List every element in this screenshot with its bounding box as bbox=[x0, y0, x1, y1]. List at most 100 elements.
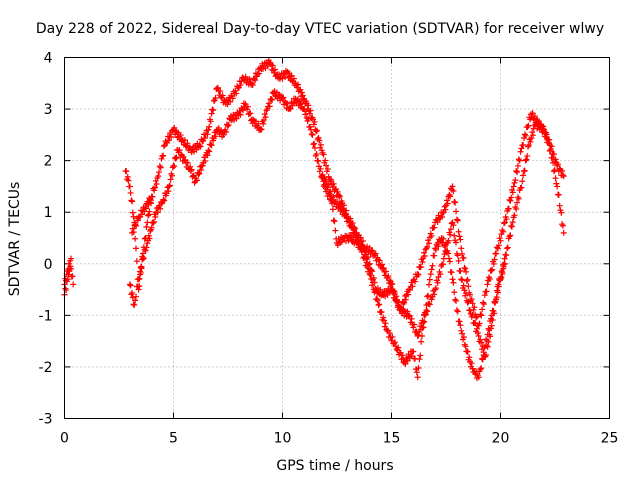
data-point bbox=[196, 170, 203, 177]
data-point bbox=[305, 102, 312, 109]
data-point bbox=[456, 318, 463, 325]
data-point bbox=[463, 268, 470, 275]
data-point bbox=[247, 110, 254, 117]
data-point bbox=[205, 126, 212, 133]
data-point bbox=[233, 115, 240, 122]
x-tick-label: 0 bbox=[60, 431, 69, 447]
data-point bbox=[210, 107, 217, 114]
data-point bbox=[522, 132, 529, 139]
data-point bbox=[425, 281, 432, 288]
data-point bbox=[205, 147, 212, 154]
data-point bbox=[552, 156, 559, 163]
data-point bbox=[313, 127, 320, 134]
data-point bbox=[150, 218, 157, 225]
data-point bbox=[486, 276, 493, 283]
data-point bbox=[382, 320, 389, 327]
data-point bbox=[501, 260, 508, 267]
data-point bbox=[512, 177, 519, 184]
data-point bbox=[156, 169, 163, 176]
data-point bbox=[453, 239, 460, 246]
data-point bbox=[428, 266, 435, 273]
data-point bbox=[429, 262, 436, 269]
data-point bbox=[559, 222, 566, 229]
data-point bbox=[264, 63, 271, 70]
data-point bbox=[145, 232, 152, 239]
data-point bbox=[208, 142, 215, 149]
data-point bbox=[343, 207, 350, 214]
data-point bbox=[323, 162, 330, 169]
data-point bbox=[531, 113, 538, 120]
data-point bbox=[477, 336, 484, 343]
data-point bbox=[176, 147, 183, 154]
data-point bbox=[382, 268, 389, 275]
data-point bbox=[127, 189, 134, 196]
data-point bbox=[145, 212, 152, 219]
data-point bbox=[459, 330, 466, 337]
data-point bbox=[133, 222, 140, 229]
data-point bbox=[352, 225, 359, 232]
data-point bbox=[463, 277, 470, 284]
data-point bbox=[509, 189, 516, 196]
data-point bbox=[529, 129, 536, 136]
data-point bbox=[488, 322, 495, 329]
data-point bbox=[415, 332, 422, 339]
data-point bbox=[351, 224, 358, 231]
data-point bbox=[365, 254, 372, 261]
data-point bbox=[328, 176, 335, 183]
data-point bbox=[158, 155, 165, 162]
data-point bbox=[446, 255, 453, 262]
data-point bbox=[507, 232, 514, 239]
data-point bbox=[448, 269, 455, 276]
data-point bbox=[389, 280, 396, 287]
data-point bbox=[514, 162, 521, 169]
data-point bbox=[426, 301, 433, 308]
data-point bbox=[451, 198, 458, 205]
data-point bbox=[466, 291, 473, 298]
data-point bbox=[508, 194, 515, 201]
data-point bbox=[471, 304, 478, 311]
data-point bbox=[426, 276, 433, 283]
data-point bbox=[402, 360, 409, 367]
data-point bbox=[487, 325, 494, 332]
data-point bbox=[469, 365, 476, 372]
data-point bbox=[169, 172, 176, 179]
data-point bbox=[519, 178, 526, 185]
data-point bbox=[365, 261, 372, 268]
data-point bbox=[525, 122, 532, 129]
data-point bbox=[244, 106, 251, 113]
data-point bbox=[126, 281, 133, 288]
data-point bbox=[64, 276, 71, 283]
data-point bbox=[332, 227, 339, 234]
data-point bbox=[414, 374, 421, 381]
data-point bbox=[548, 143, 555, 150]
data-point bbox=[124, 173, 131, 180]
data-point bbox=[478, 365, 485, 372]
data-point bbox=[376, 301, 383, 308]
data-point bbox=[501, 219, 508, 226]
data-point bbox=[459, 250, 466, 257]
data-point bbox=[460, 282, 467, 289]
data-point bbox=[258, 126, 265, 133]
data-point bbox=[197, 143, 204, 150]
data-point bbox=[313, 150, 320, 157]
data-point bbox=[171, 163, 178, 170]
y-tick-label: 3 bbox=[44, 102, 53, 118]
data-point bbox=[462, 292, 469, 299]
data-point bbox=[484, 281, 491, 288]
data-point bbox=[505, 205, 512, 212]
data-point bbox=[451, 289, 458, 296]
data-point bbox=[449, 219, 456, 226]
data-point bbox=[453, 216, 460, 223]
data-point bbox=[138, 265, 145, 272]
data-points bbox=[61, 57, 567, 382]
data-point bbox=[372, 250, 379, 257]
data-point bbox=[415, 271, 422, 278]
data-point bbox=[520, 141, 527, 148]
data-point bbox=[443, 248, 450, 255]
data-point bbox=[268, 96, 275, 103]
data-point bbox=[432, 285, 439, 292]
data-point bbox=[66, 267, 73, 274]
data-point bbox=[513, 167, 520, 174]
data-point bbox=[145, 201, 152, 208]
